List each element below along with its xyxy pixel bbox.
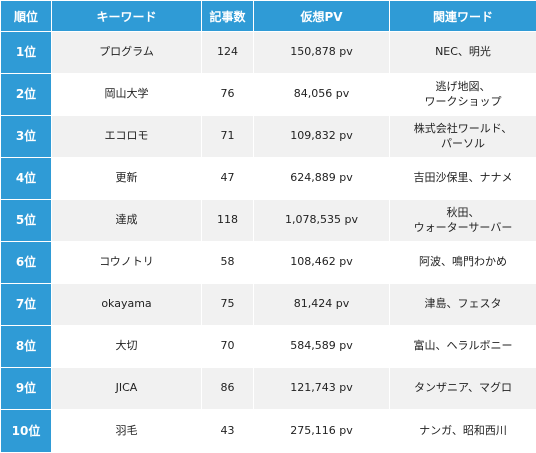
- related-cell: 秋田、ウォーターサーバー: [390, 200, 536, 242]
- pv-cell: 624,889 pv: [254, 158, 390, 200]
- rank-cell: 3位: [1, 116, 52, 158]
- rank-cell: 1位: [1, 32, 52, 74]
- pv-cell: 121,743 pv: [254, 368, 390, 410]
- related-cell: タンザニア、マグロ: [390, 368, 536, 410]
- related-cell: ナンガ、昭和西川: [390, 410, 536, 453]
- keyword-cell: JICA: [52, 368, 202, 410]
- keyword-cell: 更新: [52, 158, 202, 200]
- articles-cell: 75: [202, 284, 254, 326]
- articles-cell: 47: [202, 158, 254, 200]
- related-cell: 阿波、鳴門わかめ: [390, 242, 536, 284]
- articles-cell: 76: [202, 74, 254, 116]
- header-rank: 順位: [1, 1, 52, 32]
- rank-cell: 2位: [1, 74, 52, 116]
- articles-cell: 70: [202, 326, 254, 368]
- articles-cell: 124: [202, 32, 254, 74]
- articles-cell: 86: [202, 368, 254, 410]
- rank-cell: 4位: [1, 158, 52, 200]
- pv-cell: 109,832 pv: [254, 116, 390, 158]
- articles-cell: 71: [202, 116, 254, 158]
- rank-cell: 7位: [1, 284, 52, 326]
- rank-cell: 8位: [1, 326, 52, 368]
- pv-cell: 108,462 pv: [254, 242, 390, 284]
- related-cell: 吉田沙保里、ナナメ: [390, 158, 536, 200]
- pv-cell: 584,589 pv: [254, 326, 390, 368]
- pv-cell: 84,056 pv: [254, 74, 390, 116]
- keyword-cell: 達成: [52, 200, 202, 242]
- table-header-row: 順位 キーワード 記事数 仮想PV 関連ワード: [1, 1, 536, 32]
- keyword-cell: 岡山大学: [52, 74, 202, 116]
- header-keyword: キーワード: [52, 1, 202, 32]
- keyword-cell: エコロモ: [52, 116, 202, 158]
- pv-cell: 275,116 pv: [254, 410, 390, 453]
- header-articles: 記事数: [202, 1, 254, 32]
- rank-cell: 9位: [1, 368, 52, 410]
- keyword-cell: プログラム: [52, 32, 202, 74]
- articles-cell: 118: [202, 200, 254, 242]
- articles-cell: 43: [202, 410, 254, 453]
- articles-cell: 58: [202, 242, 254, 284]
- keyword-cell: コウノトリ: [52, 242, 202, 284]
- keyword-cell: okayama: [52, 284, 202, 326]
- pv-cell: 150,878 pv: [254, 32, 390, 74]
- rank-cell: 5位: [1, 200, 52, 242]
- related-cell: 株式会社ワールド、パーソル: [390, 116, 536, 158]
- pv-cell: 1,078,535 pv: [254, 200, 390, 242]
- related-cell: 逃げ地図、ワークショップ: [390, 74, 536, 116]
- related-cell: 富山、ヘラルボニー: [390, 326, 536, 368]
- rank-cell: 10位: [1, 410, 52, 453]
- related-cell: NEC、明光: [390, 32, 536, 74]
- keyword-cell: 大切: [52, 326, 202, 368]
- related-cell: 津島、フェスタ: [390, 284, 536, 326]
- keyword-cell: 羽毛: [52, 410, 202, 453]
- pv-cell: 81,424 pv: [254, 284, 390, 326]
- header-pv: 仮想PV: [254, 1, 390, 32]
- header-related: 関連ワード: [390, 1, 536, 32]
- rank-cell: 6位: [1, 242, 52, 284]
